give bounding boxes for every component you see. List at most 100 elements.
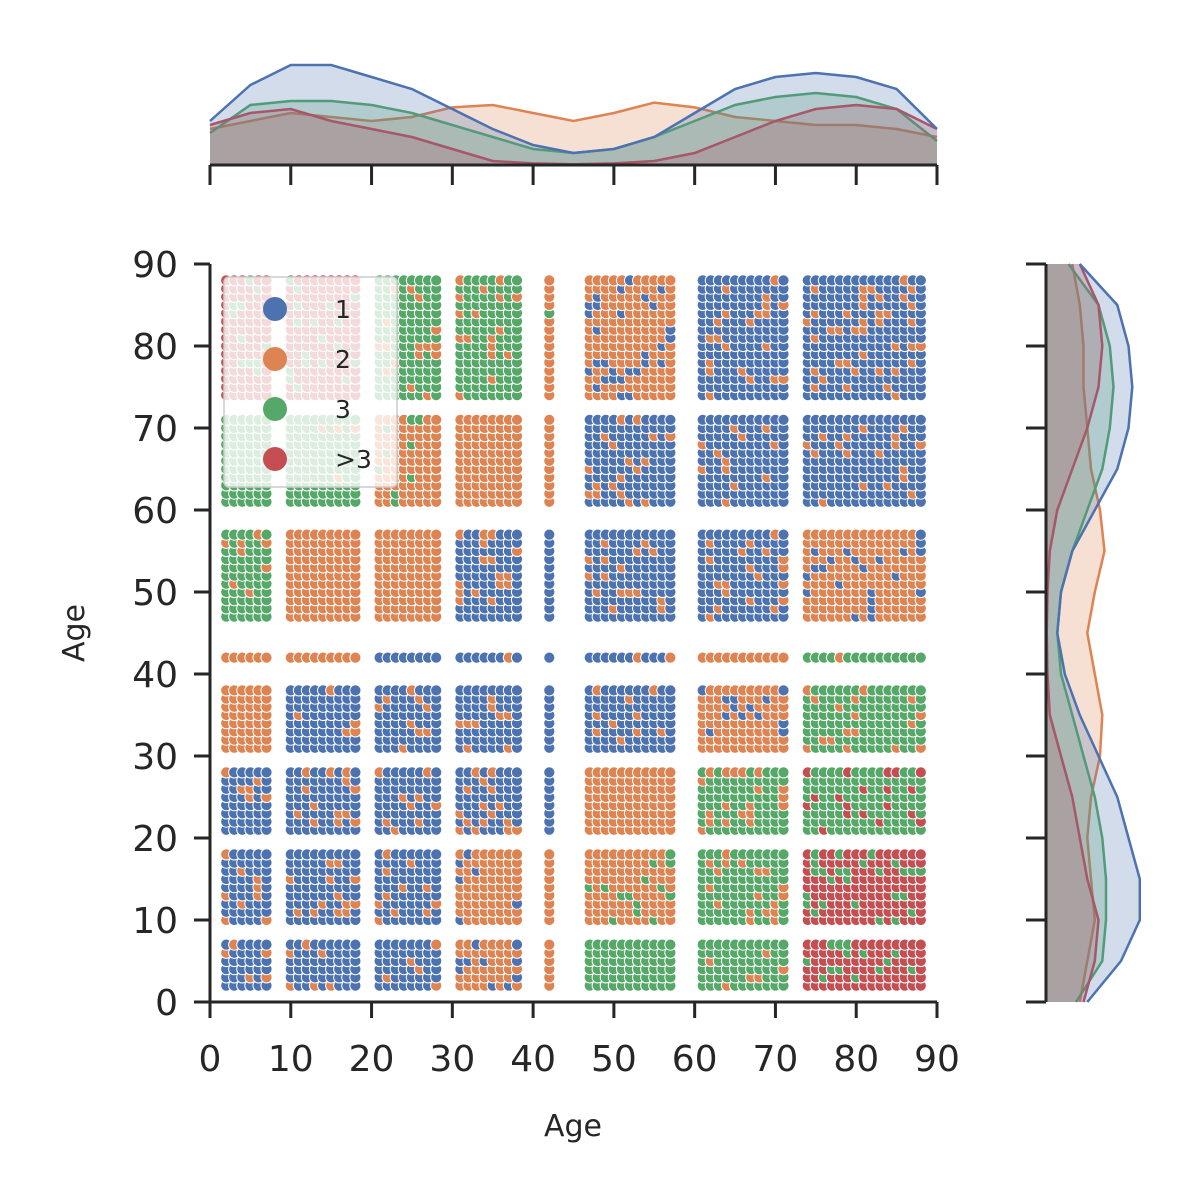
y-tick-label: 70 [132,409,178,450]
scatter-point-3 [260,528,273,541]
scatter-point-1 [914,413,927,426]
scatter-point-1 [260,848,273,861]
marginal-kde-right [1026,262,1142,1004]
scatter-point-1 [510,938,524,951]
legend-label-3: 3 [335,395,351,424]
kde-top-line-2 [209,101,938,139]
scatter-point-1 [543,528,556,541]
x-tick-label: 20 [349,1039,395,1080]
scatter-point-2 [430,413,443,426]
scatter-point-1 [260,766,273,779]
y-tick-label: 0 [155,983,178,1024]
kde-right-line-1 [1056,263,1142,1003]
scatter-point-2 [510,848,524,861]
scatter-point-1 [914,274,927,287]
scatter-point-1 [430,651,443,664]
legend-marker-3 [263,397,287,421]
scatter-point-1 [260,938,273,951]
scatter-point-2 [664,766,677,779]
legend-marker-4 [263,447,287,471]
scatter-point-3 [777,766,790,779]
legend-label-1: 1 [335,295,351,324]
x-tick-label: 40 [510,1039,556,1080]
kde-top-area-gt3 [210,105,937,165]
scatter-point-3 [777,848,790,861]
scatter-point-1 [510,684,524,697]
scatter-point-3 [430,274,443,287]
x-tick-label: 80 [833,1039,879,1080]
legend: 1 2 3 >3 [223,276,398,488]
legend-label-4: >3 [335,445,372,474]
kde-top-area-3 [210,93,937,165]
scatter-point-1 [914,528,927,541]
y-tick-label: 50 [132,573,178,614]
scatter-point-1 [777,413,790,426]
scatter-point-gt3 [914,848,927,861]
x-tick-label: 30 [429,1039,475,1080]
scatter-point-2 [543,938,556,951]
kde-right-line-2 [1071,263,1106,1003]
scatter-point-1 [349,848,362,861]
y-axis-title: Age [57,604,92,662]
scatter-point-gt3 [914,938,927,951]
scatter-point-2 [260,684,273,697]
y-tick-label: 20 [132,819,178,860]
scatter-point-2 [543,413,556,426]
scatter-point-2 [349,528,362,541]
kde-right-area-3 [1046,264,1114,1002]
scatter-point-1 [664,413,677,426]
scatter-point-1 [349,766,362,779]
scatter-point-1 [664,528,677,541]
scatter-point-1 [664,684,677,697]
scatter-points [220,274,927,992]
y-tick-label: 60 [132,491,178,532]
scatter-point-1 [510,528,524,541]
scatter-point-3 [510,274,524,287]
scatter-point-1 [543,651,556,664]
scatter-point-gt3 [914,766,927,779]
legend-label-2: 2 [335,345,351,374]
kde-top-line-1 [209,63,938,155]
scatter-point-2 [777,651,790,664]
scatter-point-1 [543,766,556,779]
x-axis-title: Age [544,1109,602,1144]
marginal-kde-top [208,63,939,185]
scatter-point-3 [664,848,677,861]
scatter-point-2 [543,848,556,861]
x-tick-label: 90 [914,1039,960,1080]
x-tick-label: 0 [199,1039,222,1080]
scatter-point-2 [510,413,524,426]
scatter-point-1 [349,938,362,951]
y-tick-label: 30 [132,737,178,778]
scatter-point-2 [260,651,273,664]
legend-marker-2 [263,347,287,371]
scatter-point-1 [777,684,790,697]
scatter-point-1 [510,651,524,664]
scatter-point-2 [430,528,443,541]
scatter-point-1 [430,684,443,697]
scatter-point-3 [914,684,927,697]
scatter-point-2 [543,274,556,287]
x-tick-label: 70 [753,1039,799,1080]
scatter-point-1 [430,766,443,779]
kde-top-area-2 [210,102,937,165]
scatter-point-1 [430,848,443,861]
x-tick-label: 10 [268,1039,314,1080]
legend-marker-1 [263,297,287,321]
scatter-point-1 [777,274,790,287]
scatter-point-1 [510,766,524,779]
scatter-point-2 [664,651,677,664]
y-tick-label: 90 [132,245,178,286]
scatter-point-1 [543,684,556,697]
y-tick-label: 10 [132,901,178,942]
y-tick-label: 80 [132,327,178,368]
scatter-point-3 [914,651,927,664]
scatter-point-2 [349,651,362,664]
kde-top-area-1 [210,65,937,165]
scatter-point-1 [777,528,790,541]
scatter-point-3 [777,938,790,951]
scatter-point-3 [664,938,677,951]
kde-right-area-1 [1046,264,1140,1002]
kde-right-area-2 [1046,264,1105,1002]
